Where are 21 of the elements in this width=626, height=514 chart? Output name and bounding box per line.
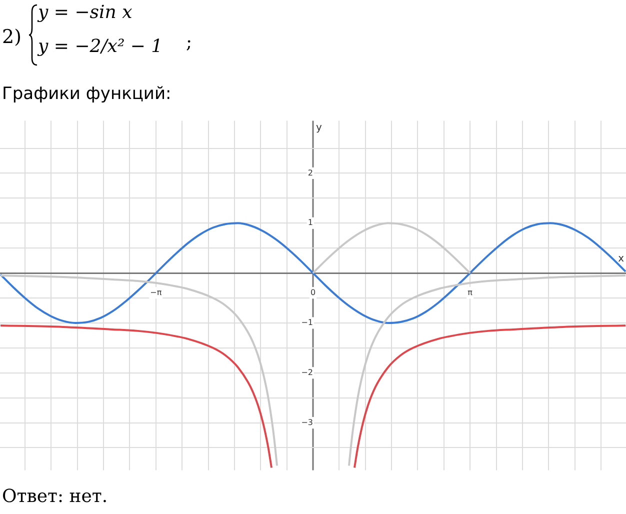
text: ;: [186, 32, 192, 53]
x-axis-title: x: [618, 254, 624, 265]
text: 2): [2, 26, 22, 48]
line-series: [0, 324, 272, 469]
text: Ответ: нет.: [2, 486, 108, 507]
text: y = −2/x² − 1: [38, 36, 163, 57]
line-series: [0, 274, 278, 467]
y-tick-label: 2: [308, 168, 313, 178]
x-tick-label: −π: [150, 288, 162, 297]
line-series: [348, 274, 626, 467]
text: y = −sin x: [38, 2, 132, 23]
x-tick-label: π: [468, 288, 473, 297]
y-tick-label: −3: [301, 418, 313, 427]
line-series: [354, 324, 626, 469]
line-series: [312, 222, 471, 274]
text: Графики функций:: [2, 84, 172, 104]
y-tick-label: 1: [308, 218, 313, 228]
y-axis-title: y: [316, 122, 322, 134]
x-tick-label: 0: [310, 288, 316, 297]
y-tick-label: −2: [301, 368, 313, 377]
y-tick-label: −1: [301, 318, 313, 328]
